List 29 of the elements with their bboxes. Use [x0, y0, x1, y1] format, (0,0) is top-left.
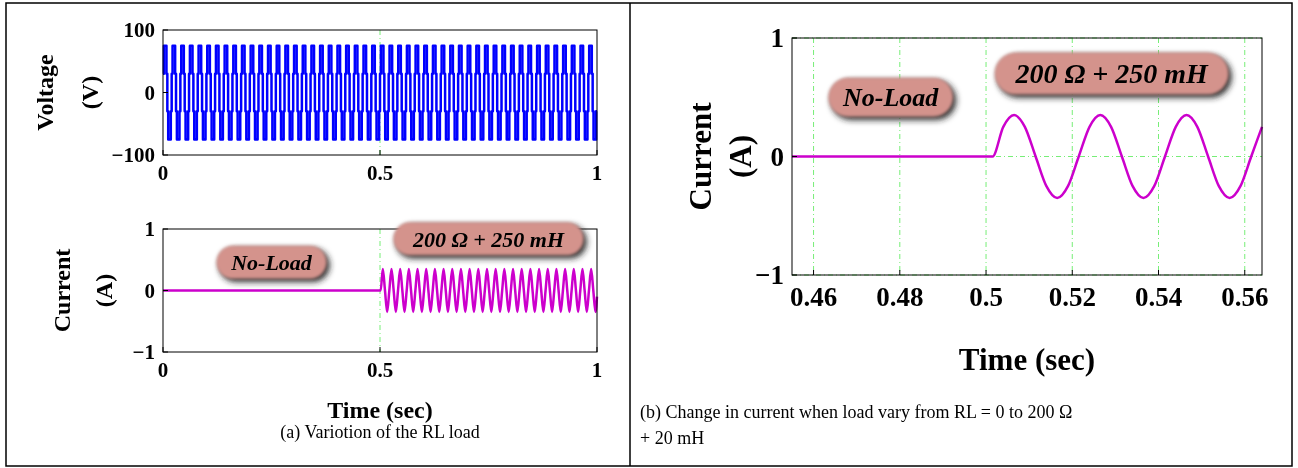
- x-tick-label: 1: [591, 358, 603, 382]
- text: (b) Change in current when load vary from RL = 0 to 200 Ω + 20 mH: [640, 402, 1073, 448]
- annotation: 200 Ω + 250 mH: [1014, 58, 1210, 90]
- x-tick-label: 0.5: [366, 358, 394, 382]
- x-tick-label: 0.46: [789, 282, 838, 312]
- x-tick-label: 0.52: [1048, 282, 1096, 312]
- text: (a) Variotion of the RL load: [280, 422, 480, 443]
- x-tick-label: 0.54: [1134, 282, 1183, 312]
- y-tick-label: 0: [144, 80, 155, 105]
- y-tick-label: 1: [770, 23, 784, 54]
- y-tick-label: 100: [123, 18, 155, 43]
- annotation: No-Load: [842, 83, 940, 113]
- y-axis-title: Voltage (V): [32, 53, 104, 131]
- x-tick-label: 0.5: [366, 161, 394, 185]
- x-tick-label: 0.5: [969, 282, 1003, 312]
- annotation: 200 Ω + 250 mH: [411, 226, 565, 252]
- line-series: [790, 113, 1264, 200]
- y-axis-title: Current (A): [49, 248, 118, 333]
- x-axis-title: Time (sec): [327, 397, 433, 423]
- x-tick-label: 0.48: [876, 282, 924, 312]
- x-tick-label: 0.56: [1221, 282, 1269, 312]
- x-tick-label: 1: [591, 161, 603, 185]
- y-tick-label: −100: [111, 143, 155, 168]
- y-tick-label: −1: [755, 260, 784, 291]
- y-axis-title: Current (A): [682, 101, 758, 211]
- y-tick-label: 1: [144, 217, 155, 242]
- x-axis-title: Time (sec): [958, 342, 1096, 377]
- y-tick-label: −1: [132, 340, 155, 365]
- annotation: No-Load: [230, 249, 313, 275]
